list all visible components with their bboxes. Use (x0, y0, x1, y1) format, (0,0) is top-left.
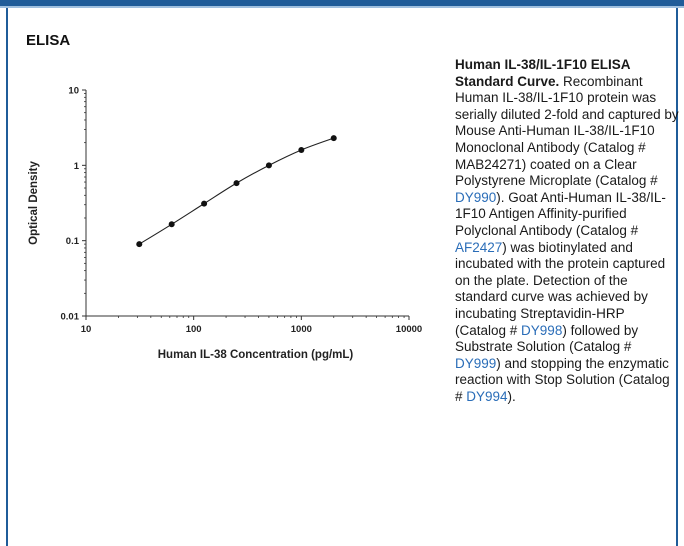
catalog-link-dy999[interactable]: DY999 (455, 355, 497, 371)
x-tick-label: 100 (186, 324, 202, 335)
caption-text: ) was biotinylated and incubated with th… (455, 239, 666, 338)
caption-text: Recombinant Human IL-38/IL-1F10 protein … (455, 73, 679, 189)
catalog-link-dy994[interactable]: DY994 (466, 388, 508, 404)
x-tick-label: 10 (81, 324, 92, 335)
caption-text: ) followed by Substrate Solution (Catalo… (455, 322, 639, 355)
top-accent-bar (0, 0, 684, 6)
catalog-link-af2427[interactable]: AF2427 (455, 239, 503, 255)
x-axis-title: Human IL-38 Concentration (pg/mL) (158, 349, 354, 361)
catalog-link-dy998[interactable]: DY998 (521, 322, 563, 338)
caption-text: ). (507, 388, 516, 404)
top-accent-bar-light (0, 6, 684, 8)
section-title: ELISA (26, 32, 71, 49)
caption-text: ) and stopping the enzymatic reaction wi… (455, 355, 670, 404)
y-tick-label: 10 (68, 86, 79, 97)
fit-curve (138, 137, 334, 245)
data-point (168, 221, 175, 228)
y-tick-label: 1 (74, 161, 80, 172)
caption-title: Human IL-38/IL-1F10 ELISA Standard Curve… (455, 57, 631, 89)
y-tick-label: 0.1 (66, 236, 80, 247)
data-point (265, 162, 272, 169)
figure-caption: Human IL-38/IL-1F10 ELISA Standard Curve… (455, 57, 679, 405)
x-tick-label: 1000 (291, 324, 312, 335)
content-frame (6, 8, 678, 546)
data-point (298, 146, 305, 153)
data-point (233, 180, 240, 187)
data-point (330, 135, 337, 142)
y-tick-label: 0.01 (61, 312, 80, 323)
data-point (136, 241, 143, 248)
y-axis-title: Optical Density (28, 161, 40, 245)
x-tick-label: 10000 (396, 324, 422, 335)
caption-body: Recombinant Human IL-38/IL-1F10 protein … (455, 74, 679, 404)
data-point (201, 200, 208, 207)
catalog-link-dy990[interactable]: DY990 (455, 189, 497, 205)
caption-text: ). Goat Anti-Human IL-38/IL-1F10 Antigen… (455, 189, 666, 238)
